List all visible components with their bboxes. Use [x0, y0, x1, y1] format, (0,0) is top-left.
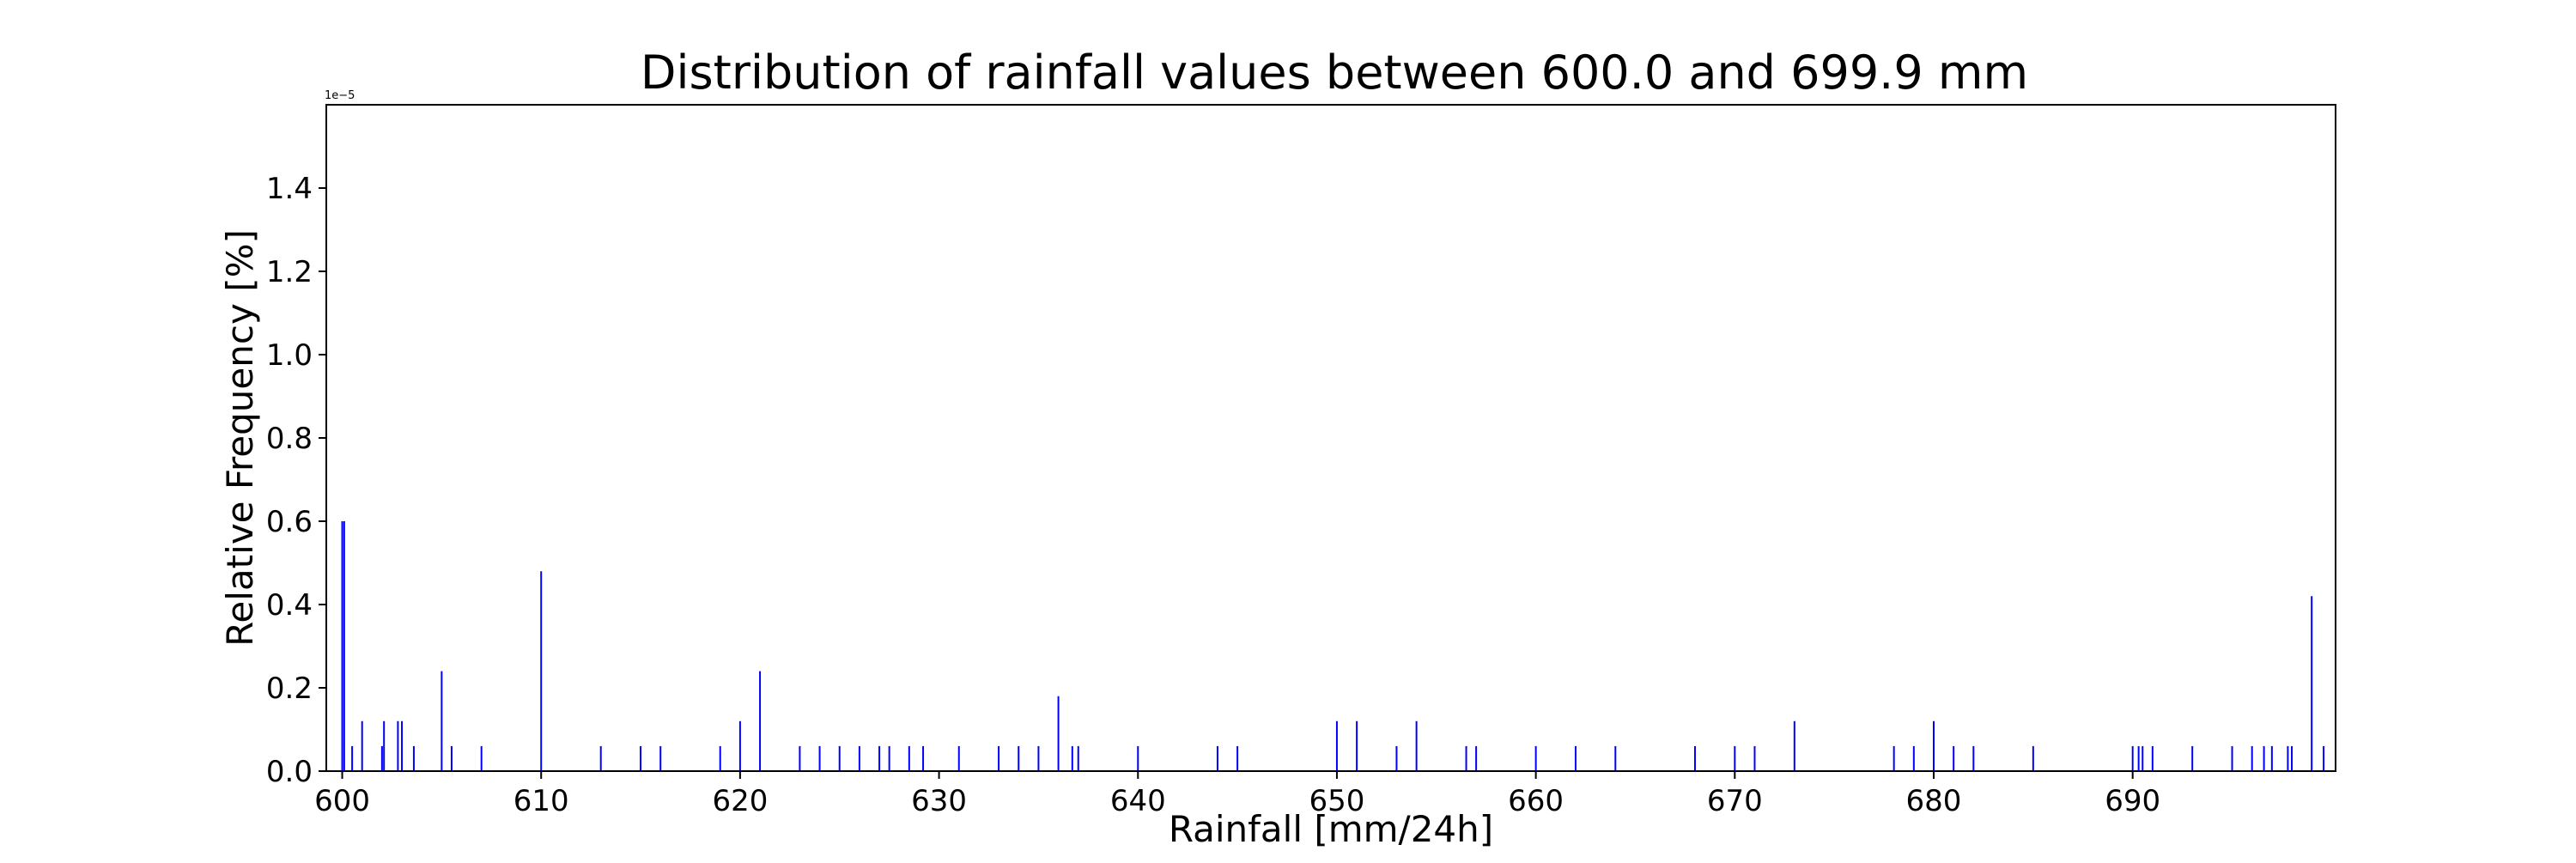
- x-axis: 600 610 620 630 640 650 660 670 680 690: [314, 771, 2160, 818]
- bars-layer: [341, 521, 2325, 771]
- x-tick-label: 610: [513, 784, 569, 818]
- x-tick-label: 630: [911, 784, 967, 818]
- y-tick-label: 0.2: [266, 672, 313, 706]
- y-axis-offset-text: 1e−5: [325, 89, 355, 102]
- x-tick-label: 650: [1309, 784, 1364, 818]
- plot-frame: [325, 104, 2336, 772]
- chart-title: Distribution of rainfall values between …: [641, 46, 2028, 100]
- x-tick-label: 640: [1110, 784, 1166, 818]
- y-axis-label: Relative Frequency [%]: [219, 229, 261, 647]
- x-tick-label: 620: [712, 784, 768, 818]
- x-tick-label: 690: [2105, 784, 2160, 818]
- x-tick-label: 680: [1906, 784, 1962, 818]
- y-tick-label: 1.0: [266, 338, 313, 373]
- y-tick-label: 1.2: [266, 255, 313, 289]
- y-axis: 0.0 0.2 0.4 0.6 0.8 1.0 1.2 1.4: [266, 172, 326, 789]
- x-axis-label: Rainfall [mm/24h]: [1169, 808, 1493, 850]
- x-tick-label: 660: [1508, 784, 1564, 818]
- x-tick-label: 600: [314, 784, 370, 818]
- y-tick-label: 0.4: [266, 588, 313, 623]
- y-tick-label: 0.6: [266, 505, 313, 539]
- y-tick-label: 1.4: [266, 172, 313, 206]
- x-tick-label: 670: [1707, 784, 1763, 818]
- y-tick-label: 0.0: [266, 755, 313, 789]
- y-tick-label: 0.8: [266, 422, 313, 456]
